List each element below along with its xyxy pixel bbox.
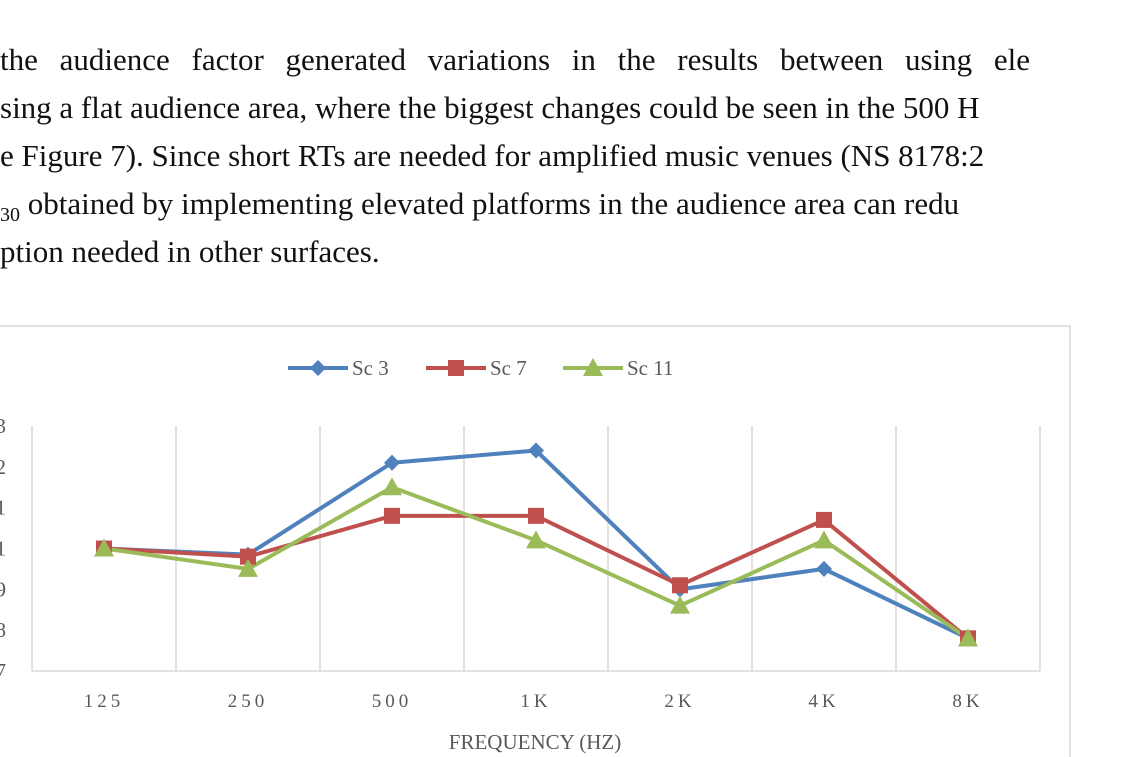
data-point — [670, 595, 690, 614]
x-tick-label: 8K — [952, 691, 983, 712]
body-text-line: 30 obtained by implementing elevated pla… — [0, 186, 959, 227]
x-tick-label: 2K — [664, 691, 695, 712]
y-tick-label: 7 — [0, 659, 6, 683]
x-tick-label: 4K — [808, 691, 839, 712]
y-tick-label: 8 — [0, 618, 6, 642]
data-point — [528, 442, 544, 459]
legend-label: Sc 11 — [627, 356, 673, 380]
data-point — [958, 628, 978, 647]
data-point — [526, 530, 546, 549]
data-point — [240, 548, 256, 565]
data-point — [384, 507, 400, 524]
data-point — [672, 577, 688, 594]
body-text-line: ption needed in other surfaces. — [0, 234, 380, 269]
x-tick-label: 125 — [84, 691, 125, 712]
data-point — [382, 477, 402, 496]
x-tick-label: 500 — [372, 691, 413, 712]
body-text-line: sing a flat audience area, where the big… — [0, 90, 980, 125]
legend-marker-square-icon — [448, 360, 464, 376]
y-tick-label: 1 — [0, 496, 6, 520]
body-text: obtained by implementing elevated platfo… — [20, 186, 960, 221]
data-point — [384, 454, 400, 471]
legend-label: Sc 7 — [490, 356, 527, 380]
subscript: 30 — [0, 204, 20, 227]
x-axis-title: FREQUENCY (HZ) — [449, 730, 621, 754]
data-point — [94, 538, 114, 557]
legend-marker-diamond-icon — [310, 360, 326, 376]
y-tick-label: 9 — [0, 577, 6, 601]
data-point — [528, 507, 544, 524]
data-point — [816, 511, 832, 528]
x-tick-label: 1K — [520, 691, 551, 712]
x-tick-label: 250 — [228, 691, 269, 712]
data-point — [816, 560, 832, 577]
y-tick-label: 2 — [0, 455, 6, 479]
y-tick-label: 1 — [0, 537, 6, 561]
y-tick-label: 3 — [0, 414, 6, 438]
body-text-line: e Figure 7). Since short RTs are needed … — [0, 138, 985, 173]
data-point — [814, 530, 834, 549]
legend-label: Sc 3 — [352, 356, 389, 380]
body-text-line: the audience factor generated variations… — [0, 42, 1031, 77]
legend-marker-triangle-icon — [583, 358, 603, 376]
data-point — [238, 558, 258, 577]
